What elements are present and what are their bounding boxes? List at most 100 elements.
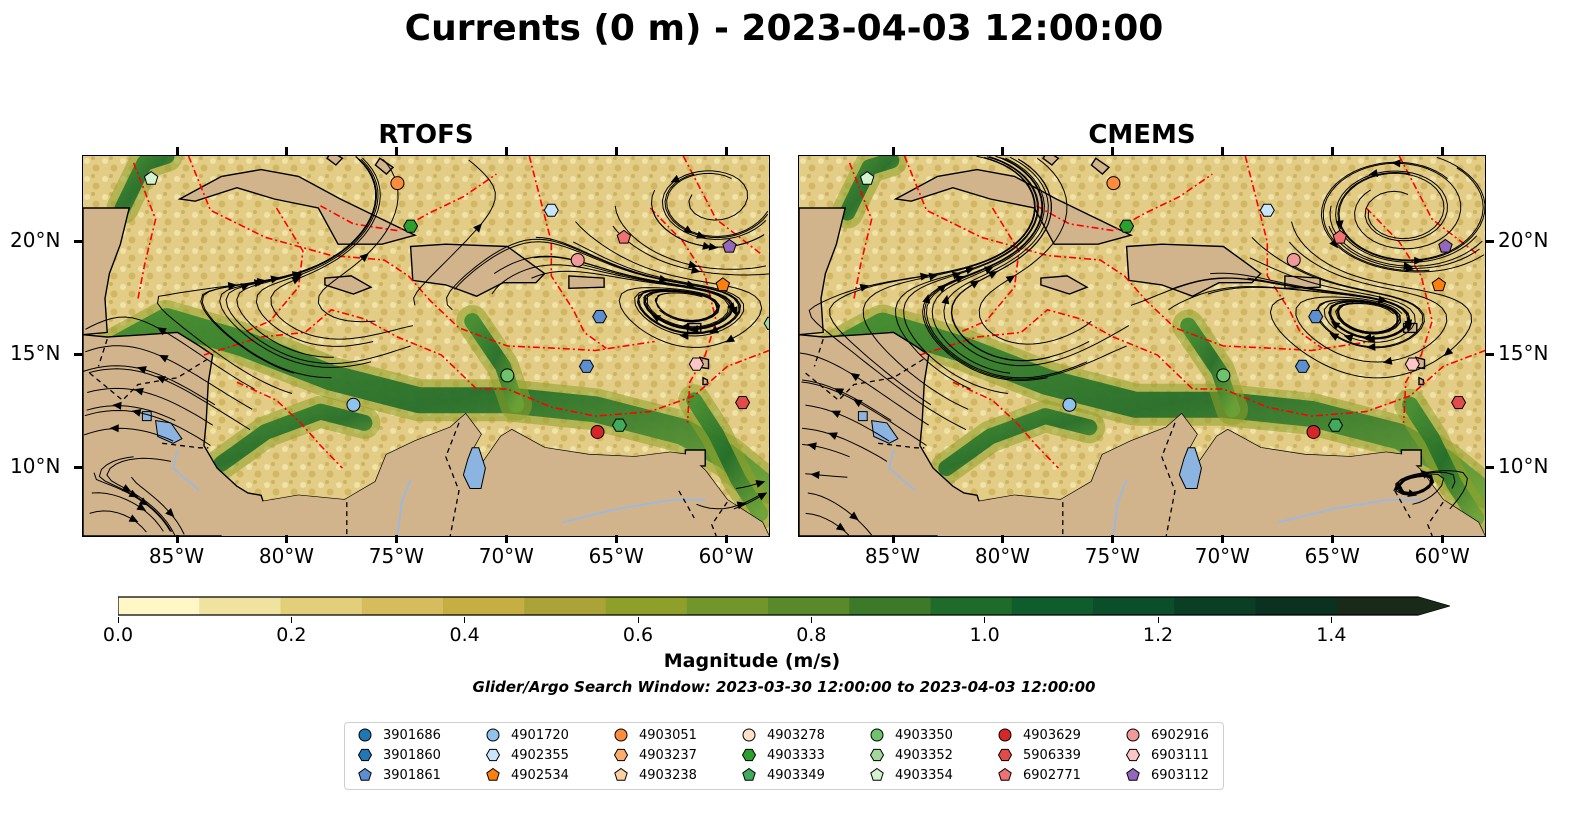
float-4903352[interactable]: [763, 316, 769, 330]
float-5906339[interactable]: [1451, 396, 1467, 410]
legend-item: 4903629: [997, 725, 1081, 745]
eez-boundary: [132, 162, 157, 299]
streamline: [255, 158, 379, 347]
float-4903629[interactable]: [590, 424, 605, 439]
float-3901861[interactable]: [1294, 359, 1311, 373]
float-3901860[interactable]: [592, 310, 608, 324]
streamline-arrow: [941, 294, 950, 305]
legend-item: 4902355: [485, 745, 569, 765]
streamline: [131, 476, 185, 535]
lat-tick: [74, 239, 82, 243]
eez-boundary: [203, 308, 769, 417]
map-svg: [799, 156, 1485, 536]
lon-tick: [1221, 535, 1225, 543]
lat-tick: [74, 466, 82, 470]
legend-label: 4903350: [895, 727, 953, 743]
streamline: [925, 157, 1088, 379]
float-6902771[interactable]: [616, 229, 632, 244]
float-4902355[interactable]: [1259, 203, 1275, 217]
float-6903112[interactable]: [1438, 238, 1453, 253]
colorbar-tick: [984, 617, 986, 623]
float-4903349[interactable]: [403, 219, 419, 233]
colorbar-segment: [1174, 597, 1257, 615]
land-hispaniola: [1125, 243, 1262, 297]
float-4903333[interactable]: [611, 418, 628, 432]
map-panel-cmems[interactable]: [798, 155, 1486, 537]
streamline: [802, 427, 888, 462]
float-4903350[interactable]: [500, 368, 515, 383]
streamline: [1322, 162, 1462, 272]
float-3901861[interactable]: [578, 359, 595, 373]
hexagon-marker-icon: [357, 748, 373, 762]
colorbar-tick-label: 0.4: [449, 624, 480, 646]
float-4903333[interactable]: [1327, 418, 1344, 432]
streamline-arrow: [670, 174, 681, 183]
lat-tick: [1486, 466, 1494, 470]
streamline-arrow: [954, 275, 965, 284]
float-4901720[interactable]: [1062, 397, 1077, 412]
land-puerto-rico: [568, 275, 605, 290]
float-6902771[interactable]: [1332, 229, 1348, 244]
float-4903349[interactable]: [1119, 219, 1135, 233]
colorbar-segment: [768, 597, 850, 615]
streamline-arrow: [112, 401, 122, 410]
figure-title: Currents (0 m) - 2023-04-03 12:00:00: [404, 8, 1164, 49]
streamline: [1269, 221, 1473, 379]
eez-boundary: [959, 207, 1020, 334]
float-4903051[interactable]: [1106, 176, 1121, 191]
lon-tick-top: [175, 147, 179, 155]
streamline-arrow: [827, 432, 838, 440]
float-4903278[interactable]: [1404, 357, 1420, 371]
circle-marker-icon: [742, 728, 756, 742]
streamline-arrow: [359, 253, 369, 263]
streamline-arrow: [158, 354, 169, 363]
land-yucatan: [83, 207, 131, 336]
float-4903629[interactable]: [1306, 424, 1321, 439]
float-6902916[interactable]: [570, 253, 585, 268]
streamline-arrow: [736, 501, 747, 510]
streamline-arrow: [128, 489, 139, 498]
float-4902534[interactable]: [1431, 277, 1447, 292]
streamline: [413, 159, 496, 306]
float-4903051[interactable]: [390, 176, 405, 191]
float-4903278[interactable]: [688, 357, 704, 371]
lon-tick-label: 65°W: [1304, 544, 1360, 568]
float-5906339[interactable]: [735, 396, 751, 410]
circle-marker-icon: [614, 728, 628, 742]
colorbar-tick-label: 1.4: [1316, 624, 1347, 646]
float-4903350[interactable]: [1216, 368, 1231, 383]
float-4902355[interactable]: [543, 203, 559, 217]
float-6902916[interactable]: [1286, 253, 1301, 268]
streamline: [799, 352, 929, 426]
legend-item: 5906339: [997, 745, 1081, 765]
streamline: [85, 345, 253, 410]
float-6903112[interactable]: [722, 238, 737, 253]
river: [396, 479, 412, 536]
current-jet: [938, 408, 1098, 477]
lon-tick-label: 80°W: [974, 544, 1031, 568]
streamline-arrow: [136, 502, 147, 511]
eez-boundary: [952, 381, 1059, 469]
legend-item: 3901686: [357, 725, 441, 745]
land-cuba: [177, 168, 417, 245]
float-6903111[interactable]: [143, 170, 159, 185]
streamline-arrow: [849, 511, 859, 521]
hexagon-marker-icon: [997, 748, 1013, 762]
colorbar-label: Magnitude (m/s): [663, 650, 841, 672]
float-4902534[interactable]: [715, 277, 731, 292]
streamline: [807, 492, 872, 536]
map-panel-rtofs[interactable]: [82, 155, 770, 537]
float-3901860[interactable]: [1308, 310, 1324, 324]
streamline-arrow: [134, 387, 144, 396]
streamline: [85, 316, 255, 390]
float-4901720[interactable]: [346, 397, 361, 412]
legend-label: 4903238: [639, 767, 697, 783]
lon-tick: [175, 535, 179, 543]
legend-label: 4903352: [895, 747, 953, 763]
lon-tick: [505, 535, 509, 543]
country-border: [1427, 501, 1444, 536]
float-6903111[interactable]: [859, 170, 875, 185]
circle-marker-icon: [1126, 728, 1140, 742]
legend-label: 3901686: [383, 727, 441, 743]
land-bahamas1: [1042, 156, 1060, 166]
